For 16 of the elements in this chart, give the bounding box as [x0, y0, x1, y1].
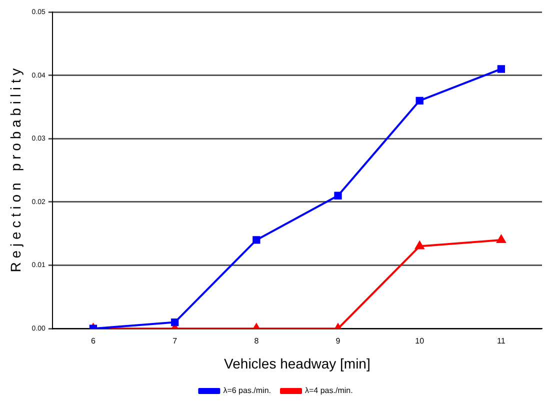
y-axis-title: R e j e c t i o n p r o b a b i l i t y: [7, 68, 24, 272]
x-tick-label: 6: [90, 336, 96, 346]
point: [252, 236, 260, 244]
x-tick-label: 11: [497, 336, 506, 346]
point: [416, 96, 424, 104]
x-tick-label: 10: [415, 336, 425, 346]
point: [496, 234, 506, 243]
point: [334, 192, 342, 200]
point: [415, 241, 424, 250]
legend-label: λ=6 pas./min.: [223, 386, 272, 396]
point: [497, 65, 506, 73]
x-tick-label: 7: [172, 336, 178, 346]
x-axis-title: Vehicles headway [min]: [224, 355, 370, 372]
x-tick-label: 8: [254, 336, 260, 346]
x-tick-label: 9: [336, 336, 341, 346]
legend-label: λ=4 pas./min.: [305, 386, 353, 396]
